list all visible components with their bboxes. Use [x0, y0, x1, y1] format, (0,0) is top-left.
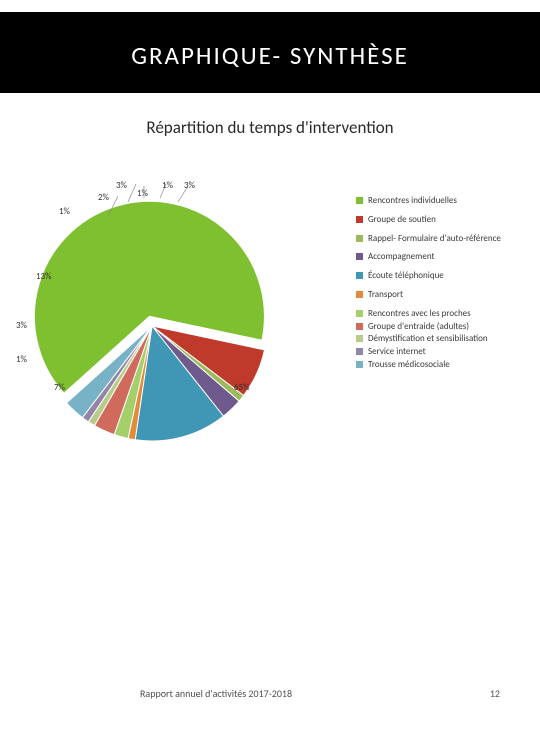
legend-swatch — [356, 197, 363, 204]
percent-label: 65% — [234, 382, 250, 393]
percent-label: 3% — [16, 320, 27, 331]
legend-swatch — [356, 291, 363, 298]
legend-label: Accompagnement — [368, 252, 435, 263]
chart-area: 65%7%1%3%13%1%2%3%1%1%3% Rencontres indi… — [24, 156, 540, 522]
legend-swatch — [356, 348, 363, 355]
percent-label: 1% — [137, 188, 148, 199]
legend-item: Démystification et sensibilisation — [356, 334, 540, 345]
legend-swatch — [356, 272, 363, 279]
legend-swatch — [356, 361, 363, 368]
legend-swatch — [356, 216, 363, 223]
legend-label: Rappel- Formulaire d'auto-référence — [368, 234, 501, 245]
footer-page-number: 12 — [490, 687, 500, 700]
legend-label: Écoute téléphonique — [368, 271, 444, 282]
legend-label: Rencontres avec les proches — [368, 309, 471, 320]
title-banner: GRAPHIQUE- SYNTHÈSE — [0, 12, 540, 93]
percent-label: 3% — [184, 180, 195, 191]
legend-label: Transport — [368, 290, 403, 301]
legend-label: Rencontres individuelles — [368, 196, 457, 207]
legend-swatch — [356, 310, 363, 317]
pie-chart — [24, 156, 344, 496]
legend-item: Écoute téléphonique — [356, 271, 540, 282]
legend-item: Rencontres avec les proches — [356, 309, 540, 320]
legend-item: Service internet — [356, 347, 540, 358]
footer: Rapport annuel d'activités 2017-2018 12 — [0, 687, 540, 700]
legend-label: Démystification et sensibilisation — [368, 334, 488, 345]
legend-item: Groupe d'entraide (adultes) — [356, 322, 540, 333]
legend-item: Rencontres individuelles — [356, 196, 540, 207]
legend-item: Trousse médicosociale — [356, 360, 540, 371]
legend-label: Service internet — [368, 347, 426, 358]
percent-label: 13% — [36, 271, 52, 282]
legend-item: Accompagnement — [356, 252, 540, 263]
percent-label: 1% — [162, 180, 173, 191]
page-title: GRAPHIQUE- SYNTHÈSE — [20, 40, 520, 71]
percent-label: 1% — [16, 354, 27, 365]
percent-label: 1% — [59, 206, 70, 217]
percent-label: 2% — [98, 192, 109, 203]
legend-swatch — [356, 253, 363, 260]
percent-label: 7% — [54, 382, 65, 393]
legend: Rencontres individuelles Groupe de soutie… — [356, 196, 540, 379]
legend-swatch — [356, 323, 363, 330]
chart-title: Répartition du temps d'intervention — [0, 117, 540, 138]
legend-swatch — [356, 335, 363, 342]
legend-item: Groupe de soutien — [356, 215, 540, 226]
legend-label: Trousse médicosociale — [368, 360, 450, 371]
legend-label: Groupe de soutien — [368, 215, 436, 226]
legend-swatch — [356, 235, 363, 242]
legend-label: Groupe d'entraide (adultes) — [368, 322, 469, 333]
legend-item: Transport — [356, 290, 540, 301]
percent-label: 3% — [116, 180, 127, 191]
legend-item: Rappel- Formulaire d'auto-référence — [356, 234, 540, 245]
footer-report: Rapport annuel d'activités 2017-2018 — [140, 687, 292, 700]
